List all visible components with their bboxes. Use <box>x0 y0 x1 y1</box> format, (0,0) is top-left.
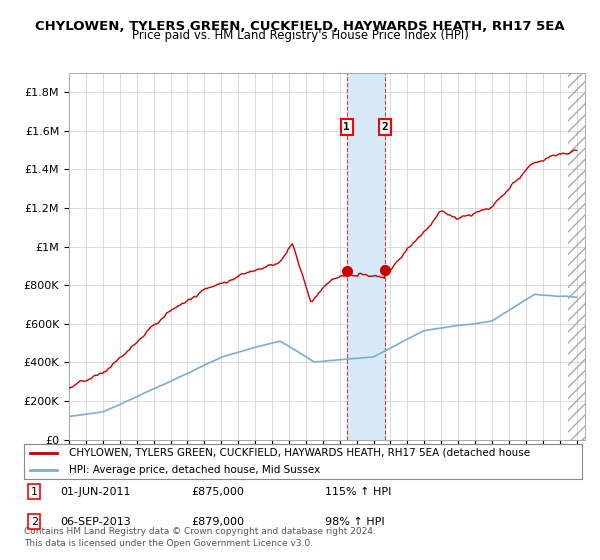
Text: CHYLOWEN, TYLERS GREEN, CUCKFIELD, HAYWARDS HEATH, RH17 5EA (detached house: CHYLOWEN, TYLERS GREEN, CUCKFIELD, HAYWA… <box>68 448 530 458</box>
Text: 98% ↑ HPI: 98% ↑ HPI <box>325 517 385 527</box>
Text: £875,000: £875,000 <box>191 487 244 497</box>
Text: 2: 2 <box>382 122 388 132</box>
Text: 01-JUN-2011: 01-JUN-2011 <box>60 487 131 497</box>
Text: 1: 1 <box>31 487 38 497</box>
Text: HPI: Average price, detached house, Mid Sussex: HPI: Average price, detached house, Mid … <box>68 465 320 475</box>
Text: 06-SEP-2013: 06-SEP-2013 <box>60 517 131 527</box>
Text: Price paid vs. HM Land Registry's House Price Index (HPI): Price paid vs. HM Land Registry's House … <box>131 29 469 42</box>
Bar <box>568 73 585 440</box>
Text: £879,000: £879,000 <box>191 517 244 527</box>
Bar <box>568 73 585 440</box>
Text: 2: 2 <box>31 517 38 527</box>
Text: 1: 1 <box>343 122 350 132</box>
Bar <box>347 73 385 440</box>
Text: 115% ↑ HPI: 115% ↑ HPI <box>325 487 392 497</box>
Text: Contains HM Land Registry data © Crown copyright and database right 2024.
This d: Contains HM Land Registry data © Crown c… <box>24 527 376 548</box>
Text: CHYLOWEN, TYLERS GREEN, CUCKFIELD, HAYWARDS HEATH, RH17 5EA: CHYLOWEN, TYLERS GREEN, CUCKFIELD, HAYWA… <box>35 20 565 32</box>
